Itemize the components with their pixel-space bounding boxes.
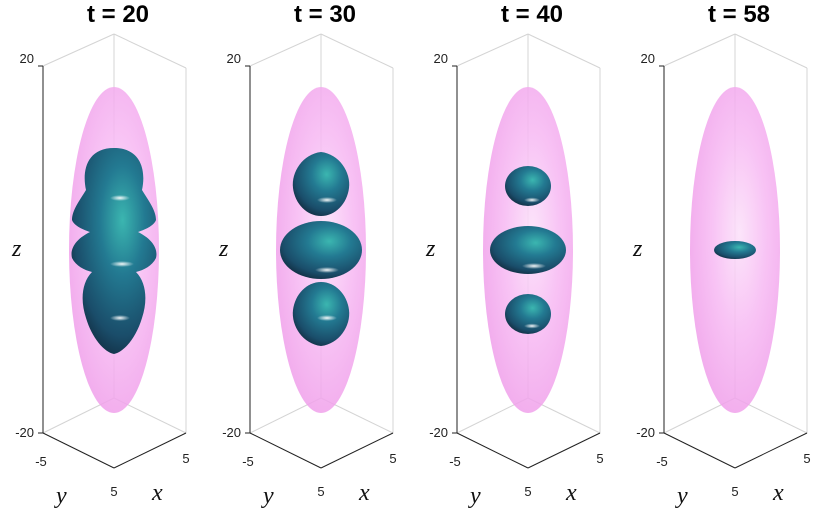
condensate-surface bbox=[490, 166, 566, 334]
z-tick-max: 20 bbox=[434, 51, 448, 66]
x-tick-right: 5 bbox=[803, 451, 810, 466]
z-tick-max: 20 bbox=[20, 51, 34, 66]
z-axis-label: z bbox=[425, 236, 436, 262]
y-tick: -5 bbox=[449, 454, 461, 469]
z-tick-min: -20 bbox=[429, 425, 448, 440]
x-tick-right: 5 bbox=[596, 451, 603, 466]
z-tick-min: -20 bbox=[15, 425, 34, 440]
y-axis-label: y bbox=[468, 483, 481, 509]
panel-t30: t = 30 20 -20 -5 5 5 z y x bbox=[218, 1, 397, 509]
z-axis-label: z bbox=[11, 236, 22, 262]
panel-title: t = 40 bbox=[501, 1, 563, 28]
z-tick-max: 20 bbox=[641, 51, 655, 66]
y-axis-label: y bbox=[261, 483, 274, 509]
x-tick-bottom: 5 bbox=[731, 484, 738, 499]
panel-title: t = 20 bbox=[87, 1, 149, 28]
x-axis-label: x bbox=[772, 480, 784, 506]
panel-title: t = 58 bbox=[708, 1, 770, 28]
y-tick: -5 bbox=[656, 454, 668, 469]
x-tick-right: 5 bbox=[182, 451, 189, 466]
y-tick: -5 bbox=[242, 454, 254, 469]
condensate-surface bbox=[280, 152, 362, 346]
panel-title: t = 30 bbox=[294, 1, 356, 28]
condensate-surface bbox=[714, 241, 756, 259]
y-axis-label: y bbox=[675, 483, 688, 509]
z-axis-label: z bbox=[218, 236, 229, 262]
y-axis-label: y bbox=[54, 483, 67, 509]
z-axis-label: z bbox=[632, 236, 643, 262]
x-tick-bottom: 5 bbox=[317, 484, 324, 499]
x-axis-label: x bbox=[151, 480, 163, 506]
z-tick-min: -20 bbox=[636, 425, 655, 440]
condensate-surface bbox=[71, 148, 157, 354]
y-tick: -5 bbox=[35, 454, 47, 469]
z-tick-max: 20 bbox=[227, 51, 241, 66]
x-axis-label: x bbox=[358, 480, 370, 506]
panel-t58: t = 58 20 -20 -5 5 5 z y x bbox=[632, 1, 811, 509]
z-tick-min: -20 bbox=[222, 425, 241, 440]
x-tick-bottom: 5 bbox=[110, 484, 117, 499]
x-tick-right: 5 bbox=[389, 451, 396, 466]
panel-t40: t = 40 20 -20 -5 5 5 z y x bbox=[425, 1, 604, 509]
x-tick-bottom: 5 bbox=[524, 484, 531, 499]
panel-t20: t = 20 20 -20 -5 5 5 z y x bbox=[11, 1, 190, 509]
x-axis-label: x bbox=[565, 480, 577, 506]
